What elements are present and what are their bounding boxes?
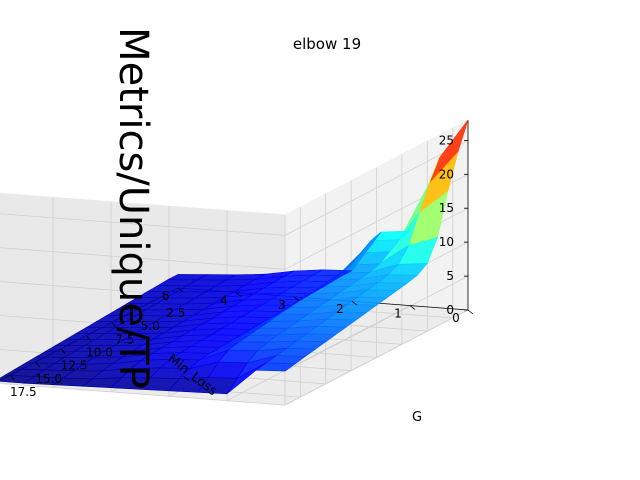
x-tick-mark xyxy=(9,374,15,381)
x-tick-mark xyxy=(86,335,91,341)
x-tick-mark xyxy=(136,308,142,315)
y-tick-mark xyxy=(177,287,184,293)
surface-mesh xyxy=(0,119,469,395)
surface-patch xyxy=(0,374,36,384)
y-tick-label: 2 xyxy=(336,302,344,316)
gridline-z-side xyxy=(0,382,286,406)
gridline-y-floor xyxy=(226,305,411,401)
x-tick-mark xyxy=(35,361,41,368)
x-tick-mark xyxy=(162,295,168,302)
y-tick-label: 4 xyxy=(220,293,228,307)
x-tick-label: 10.0 xyxy=(86,346,113,360)
z-tick-label: 5 xyxy=(446,269,454,283)
x-tick-label: 2.5 xyxy=(166,306,185,320)
gridline-z-back xyxy=(284,140,469,236)
y-tick-mark xyxy=(409,305,416,310)
z-tick-label: 25 xyxy=(439,133,454,147)
y-tick-label: 5 xyxy=(162,289,170,303)
gridline-z-back xyxy=(284,309,469,406)
z-tick-label: 20 xyxy=(439,167,454,181)
y-tick-mark xyxy=(467,309,474,315)
y-tick-label: 0 xyxy=(452,311,460,325)
gridline-z-side xyxy=(0,213,286,236)
x-tick-mark xyxy=(60,348,66,354)
chart-title: elbow 19 xyxy=(293,35,361,53)
z-axis-label: Metrics/Unique/TP xyxy=(110,27,156,389)
y-tick-mark xyxy=(293,296,300,302)
x-tick-label: 17.5 xyxy=(10,385,37,399)
y-tick-label: 1 xyxy=(394,307,402,321)
z-tick-label: 0 xyxy=(446,303,454,317)
gridline-z-back xyxy=(284,275,469,372)
z-tick-label: 15 xyxy=(439,201,454,215)
gridline-z-side xyxy=(0,247,286,270)
x-tick-label: 7.5 xyxy=(115,332,134,346)
x-tick-mark xyxy=(111,322,117,328)
tick-marks: 0 5 10 15 20 25 0 1 2 3 4 5 2.5 5.0 7.510.012.515.017.… xyxy=(9,133,474,399)
y-tick-mark xyxy=(235,292,242,297)
z-tick-label: 10 xyxy=(439,235,454,249)
x-axis-label: G xyxy=(412,410,422,425)
x-tick-label: 5.0 xyxy=(141,319,160,333)
y-tick-label: 3 xyxy=(278,298,286,312)
x-tick-label: 15.0 xyxy=(35,372,62,386)
y-tick-mark xyxy=(351,300,358,306)
x-tick-label: 12.5 xyxy=(61,359,88,373)
